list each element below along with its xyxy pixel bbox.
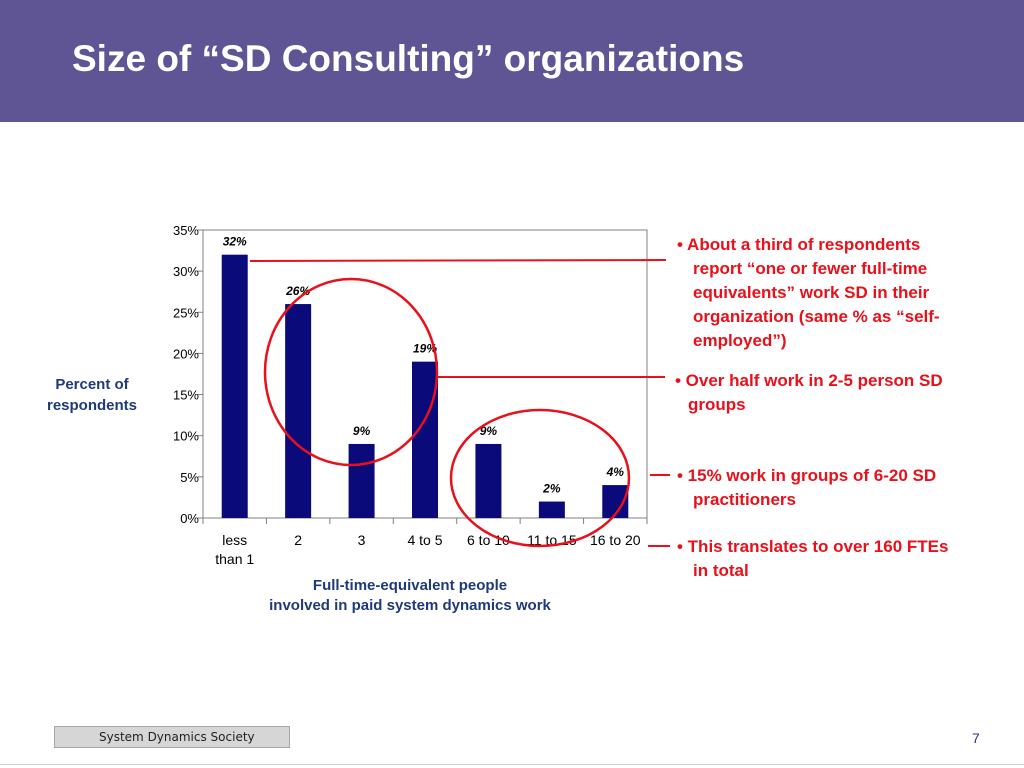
circle-2-to-5-group bbox=[263, 277, 439, 467]
connector-line-third bbox=[249, 259, 667, 262]
page-number: 7 bbox=[972, 730, 980, 746]
bar bbox=[475, 443, 502, 518]
annotation-160-ftes: • This translates to over 160 FTEs in to… bbox=[677, 535, 1017, 583]
circle-6-to-20-group bbox=[449, 408, 631, 548]
annotation-line: organization (same % as “self- bbox=[693, 307, 940, 326]
bar bbox=[221, 254, 248, 518]
y-tick-label: 20% bbox=[173, 346, 199, 361]
y-tick-label: 25% bbox=[173, 305, 199, 320]
data-label: 9% bbox=[480, 424, 498, 438]
x-tick-label: 6 to 10 bbox=[467, 532, 510, 548]
y-tick-label: 30% bbox=[173, 264, 199, 279]
data-label: 19% bbox=[413, 342, 437, 356]
annotation-line: in total bbox=[693, 561, 749, 580]
annotation-line: • Over half work in 2-5 person SD bbox=[675, 371, 943, 390]
y-tick-label: 35% bbox=[173, 223, 199, 238]
x-tick-label: 4 to 5 bbox=[407, 532, 442, 548]
footer-bar: System Dynamics Society bbox=[54, 726, 290, 748]
y-tick-label: 10% bbox=[173, 429, 199, 444]
annotation-third-of-respondents: • About a third of respondents report “o… bbox=[677, 233, 1007, 353]
y-tick-label: 0% bbox=[180, 511, 199, 526]
data-label: 9% bbox=[353, 424, 371, 438]
bar bbox=[285, 304, 312, 518]
x-tick-label: less bbox=[222, 532, 247, 548]
bar bbox=[348, 443, 375, 518]
annotation-line: groups bbox=[688, 395, 746, 414]
annotation-line: report “one or fewer full-time bbox=[693, 259, 928, 278]
y-tick-label: 5% bbox=[180, 470, 199, 485]
bottom-divider bbox=[0, 764, 1024, 765]
bar bbox=[412, 361, 438, 518]
data-label: 32% bbox=[223, 235, 247, 249]
x-tick-label: 2 bbox=[294, 532, 302, 548]
annotation-over-half: • Over half work in 2-5 person SD groups bbox=[675, 369, 1015, 417]
x-tick-label: 3 bbox=[358, 532, 366, 548]
x-axis-title-line-2: involved in paid system dynamics work bbox=[269, 597, 551, 614]
annotation-line: • 15% work in groups of 6-20 SD bbox=[677, 466, 937, 485]
annotation-line: practitioners bbox=[693, 490, 796, 509]
data-label: 4% bbox=[606, 465, 625, 479]
x-axis-title-line-1: Full-time-equivalent people bbox=[312, 577, 508, 594]
footer-society-name: System Dynamics Society bbox=[99, 730, 255, 744]
annotation-line: • This translates to over 160 FTEs bbox=[677, 537, 949, 556]
annotation-fifteen-percent: • 15% work in groups of 6-20 SD practiti… bbox=[677, 464, 1007, 512]
y-axis-title: Percent of respondents bbox=[30, 374, 154, 416]
data-label: 2% bbox=[542, 482, 561, 496]
x-axis-title: Full-time-equivalent people involved in … bbox=[230, 576, 590, 616]
x-tick-label: 16 to 20 bbox=[590, 532, 641, 548]
slide-title: Size of “SD Consulting” organizations bbox=[72, 38, 745, 79]
annotation-line: • About a third of respondents bbox=[677, 235, 921, 254]
y-tick-label: 15% bbox=[173, 388, 199, 403]
y-axis-title-text: Percent of respondents bbox=[46, 376, 137, 414]
bar bbox=[538, 501, 565, 518]
annotation-line: employed”) bbox=[693, 331, 787, 350]
x-tick-label: than 1 bbox=[215, 551, 254, 567]
annotation-line: equivalents” work SD in their bbox=[693, 283, 930, 302]
title-bar: Size of “SD Consulting” organizations bbox=[0, 0, 1024, 122]
